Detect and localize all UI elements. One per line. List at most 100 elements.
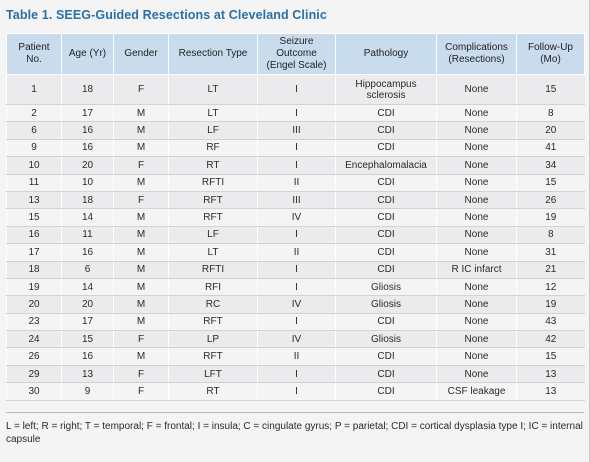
cell-gender: M (113, 243, 169, 262)
cell-complications: None (436, 174, 517, 192)
cell-age: 16 (61, 347, 114, 366)
cell-resection: LP (168, 330, 258, 349)
cell-complications: None (436, 278, 517, 297)
cell-pathology: CDI (335, 382, 437, 401)
cell-age: 11 (61, 226, 114, 245)
cell-followup: 31 (516, 243, 585, 262)
table-row: 19 14 M RFI I Gliosis None 12 (6, 278, 585, 297)
table-row: 20 20 M RC IV Gliosis None 19 (6, 295, 585, 314)
cell-age: 17 (61, 104, 114, 123)
cell-pathology: CDI (335, 365, 437, 384)
resections-table: Patient No. Age (Yr) Gender Resection Typ… (6, 33, 585, 401)
cell-resection: RFTI (168, 261, 258, 279)
cell-seizure: I (257, 313, 336, 332)
table-row: 17 16 M LT II CDI None 31 (6, 243, 585, 262)
table-row: 11 10 M RFTI II CDI None 15 (6, 174, 585, 192)
cell-patient: 10 (6, 156, 62, 175)
cell-resection: RFT (168, 208, 258, 227)
header-patient: Patient No. (6, 33, 62, 75)
cell-gender: M (113, 121, 169, 140)
cell-patient: 30 (6, 382, 62, 401)
table-title: Table 1. SEEG-Guided Resections at Cleve… (6, 8, 327, 22)
header-gender: Gender (113, 33, 169, 75)
cell-followup: 43 (516, 313, 585, 332)
cell-followup: 13 (516, 382, 585, 401)
header-age: Age (Yr) (61, 33, 114, 75)
table-row: 13 18 F RFT III CDI None 26 (6, 191, 585, 210)
cell-age: 13 (61, 365, 114, 384)
cell-resection: RT (168, 156, 258, 175)
cell-complications: None (436, 139, 517, 158)
cell-age: 14 (61, 208, 114, 227)
cell-complications: None (436, 295, 517, 314)
table-row: 23 17 M RFT I CDI None 43 (6, 313, 585, 332)
cell-seizure: I (257, 104, 336, 123)
cell-gender: F (113, 156, 169, 175)
cell-followup: 19 (516, 295, 585, 314)
cell-complications: None (436, 365, 517, 384)
cell-age: 15 (61, 330, 114, 349)
cell-pathology: CDI (335, 226, 437, 245)
cell-resection: RT (168, 382, 258, 401)
cell-resection: LT (168, 104, 258, 123)
cell-age: 20 (61, 295, 114, 314)
cell-patient: 26 (6, 347, 62, 366)
table-row: 6 16 M LF III CDI None 20 (6, 121, 585, 140)
cell-pathology: CDI (335, 261, 437, 279)
cell-patient: 13 (6, 191, 62, 210)
cell-pathology: CDI (335, 313, 437, 332)
cell-seizure: I (257, 278, 336, 297)
cell-pathology: CDI (335, 174, 437, 192)
table-row: 1 18 F LT I Hippocampus sclerosis None 15 (6, 74, 585, 105)
cell-complications: None (436, 347, 517, 366)
cell-pathology: CDI (335, 347, 437, 366)
cell-followup: 20 (516, 121, 585, 140)
cell-seizure: I (257, 261, 336, 279)
cell-pathology: CDI (335, 191, 437, 210)
cell-pathology: CDI (335, 139, 437, 158)
table-row: 24 15 F LP IV Gliosis None 42 (6, 330, 585, 349)
table-row: 29 13 F LFT I CDI None 13 (6, 365, 585, 384)
cell-age: 18 (61, 74, 114, 105)
cell-followup: 12 (516, 278, 585, 297)
cell-gender: F (113, 382, 169, 401)
cell-followup: 42 (516, 330, 585, 349)
header-resection-type: Resection Type (168, 33, 258, 75)
cell-seizure: IV (257, 295, 336, 314)
cell-seizure: IV (257, 208, 336, 227)
cell-gender: M (113, 208, 169, 227)
cell-complications: None (436, 226, 517, 245)
cell-gender: M (113, 139, 169, 158)
header-follow-up: Follow-Up (Mo) (516, 33, 585, 75)
cell-gender: F (113, 330, 169, 349)
cell-seizure: I (257, 382, 336, 401)
cell-patient: 16 (6, 226, 62, 245)
cell-gender: M (113, 278, 169, 297)
cell-age: 16 (61, 139, 114, 158)
cell-complications: None (436, 313, 517, 332)
cell-followup: 41 (516, 139, 585, 158)
table-row: 26 16 M RFT II CDI None 15 (6, 347, 585, 366)
cell-followup: 15 (516, 347, 585, 366)
cell-resection: RFI (168, 278, 258, 297)
cell-complications: None (436, 74, 517, 105)
cell-seizure: II (257, 174, 336, 192)
cell-resection: LT (168, 74, 258, 105)
cell-patient: 23 (6, 313, 62, 332)
cell-seizure: III (257, 121, 336, 140)
cell-seizure: I (257, 156, 336, 175)
cell-followup: 34 (516, 156, 585, 175)
cell-patient: 18 (6, 261, 62, 279)
cell-complications: None (436, 121, 517, 140)
cell-resection: RC (168, 295, 258, 314)
cell-age: 16 (61, 243, 114, 262)
cell-gender: M (113, 104, 169, 123)
cell-complications: R IC infarct (436, 261, 517, 279)
cell-resection: LT (168, 243, 258, 262)
cell-seizure: I (257, 365, 336, 384)
cell-gender: F (113, 365, 169, 384)
header-seizure-outcome: Seizure Outcome (Engel Scale) (257, 33, 336, 75)
cell-gender: M (113, 174, 169, 192)
header-complications: Complications (Resections) (436, 33, 517, 75)
table-body: 1 18 F LT I Hippocampus sclerosis None 15 2 17 M LT… (6, 74, 585, 401)
